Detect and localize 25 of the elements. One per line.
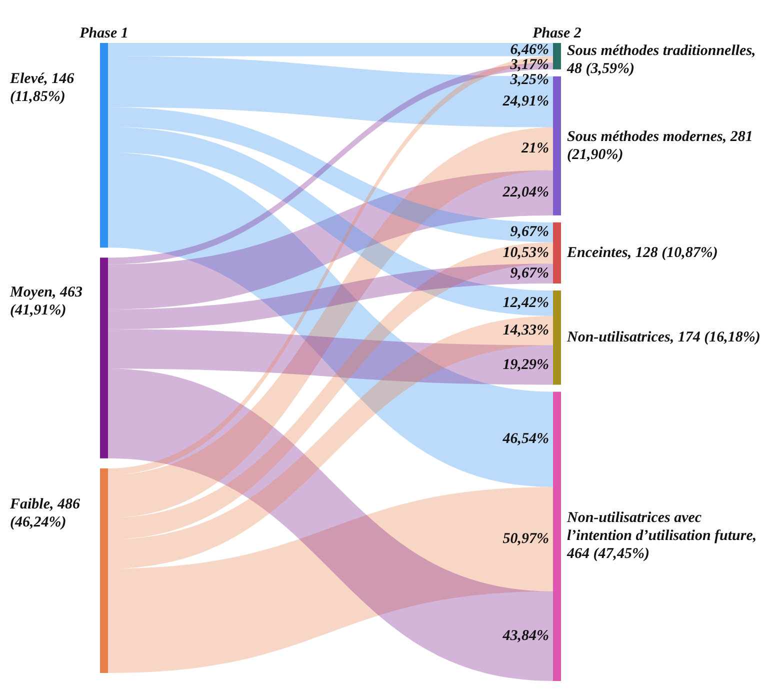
- data-label: 3,17%: [509, 56, 549, 73]
- data-label: 10,53%: [502, 244, 549, 261]
- category-label: Enceintes, 128 (10,87%): [566, 244, 718, 261]
- data-label: 22,04%: [502, 184, 549, 201]
- category-label: Sous méthodes traditionnelles, 48 (3,59%): [566, 42, 756, 77]
- data-label: 12,42%: [502, 295, 549, 312]
- data-label: 50,97%: [502, 531, 549, 548]
- data-label: 46,54%: [502, 431, 549, 448]
- category-label: Sous méthodes modernes, 281 (21,90%): [567, 128, 753, 163]
- series-label: Faible, 486 (46,24%): [9, 496, 80, 530]
- data-label: 9,67%: [510, 266, 549, 282]
- data-label: 9,67%: [510, 224, 549, 240]
- data-label: 3,25%: [509, 72, 549, 88]
- text: Elevé, 146 (11,85%): [9, 70, 75, 105]
- data-label: 24,91%: [502, 94, 549, 110]
- data-label: 21%: [520, 140, 549, 157]
- category-label: Non-utilisatrices, 174 (16,18%): [566, 330, 760, 346]
- text: Phase 2: [532, 25, 582, 42]
- data-label: 19,29%: [502, 356, 549, 373]
- series-label: Moyen, 463 (41,91%): [9, 284, 83, 319]
- text: Phase 1: [80, 25, 128, 42]
- data-label: 6,46%: [510, 42, 549, 58]
- category-label: Non-utilisatrices avec l’intention d’utilisation future, 464 (47,45%): [566, 510, 757, 562]
- data-label: 14,33%: [502, 322, 549, 338]
- data-label: 43,84%: [502, 628, 549, 644]
